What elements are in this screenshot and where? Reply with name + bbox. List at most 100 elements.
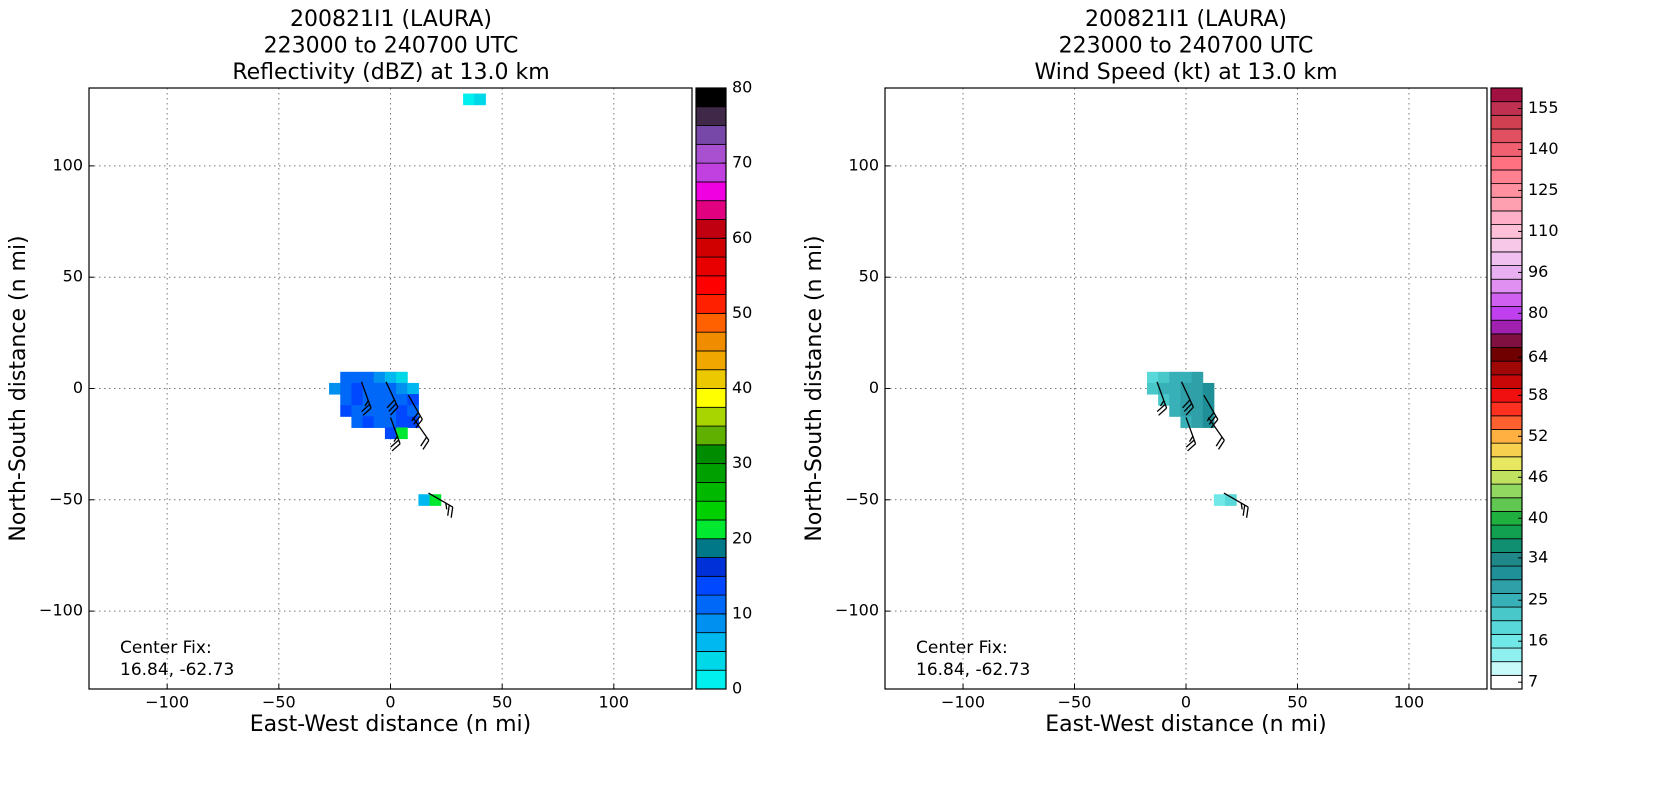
colorbar-box: [1490, 210, 1523, 225]
colorbar-box: [1490, 633, 1523, 649]
colorbar-label: 70: [732, 153, 752, 172]
annotation: 16.84, -62.73: [916, 660, 1030, 680]
wind-barb: [1203, 394, 1219, 429]
colorbar-box: [1490, 538, 1523, 553]
field-cell: [407, 416, 419, 428]
colorbar-box: [1490, 333, 1523, 348]
colorbar-box: [1490, 128, 1523, 144]
colorbar-label: 96: [1528, 262, 1548, 281]
wind-barb: [1185, 417, 1197, 452]
colorbar-box: [695, 369, 727, 389]
colorbar-box: [1490, 196, 1523, 212]
wind-barb: [385, 381, 399, 416]
colorbar-box: [695, 669, 727, 690]
colorbar-label: 110: [1528, 221, 1559, 240]
field-cell: [373, 405, 386, 417]
colorbar-box: [695, 632, 727, 652]
colorbar-box: [1490, 319, 1523, 335]
chart-title: 223000 to 240700 UTC: [264, 34, 519, 59]
colorbar-label: 52: [1528, 426, 1548, 445]
colorbar-box: [695, 538, 727, 558]
field-cell: [351, 371, 364, 384]
field-cell: [384, 371, 397, 384]
colorbar-box: [695, 575, 727, 596]
field-cell: [340, 405, 352, 417]
field-cell: [362, 382, 375, 395]
colorbar-box: [1490, 278, 1523, 294]
field-cell: [340, 371, 352, 384]
colorbar-label: 46: [1528, 467, 1548, 486]
y-tick-label: 100: [52, 155, 83, 174]
colorbar-box: [1490, 497, 1523, 512]
chart-title: 223000 to 240700 UTC: [1059, 34, 1314, 59]
field-cell: [1169, 371, 1181, 384]
colorbar-label: 16: [1528, 631, 1548, 650]
colorbar-box: [1490, 347, 1523, 362]
field-cell: [1180, 382, 1193, 395]
y-axis-label: North-South distance (n mi): [802, 235, 827, 541]
y-axis-label: North-South distance (n mi): [6, 235, 31, 541]
chart-title: Wind Speed (kt) at 13.0 km: [1034, 60, 1337, 85]
colorbar-box: [1490, 360, 1523, 376]
field-cell: [1158, 371, 1170, 384]
field-cell: [1180, 405, 1193, 417]
field-cell: [407, 382, 419, 395]
x-tick-label: −50: [262, 693, 296, 712]
colorbar-label: 34: [1528, 547, 1548, 566]
colorbar-box: [695, 463, 727, 483]
colorbar-box: [695, 444, 727, 465]
colorbar-box: [695, 500, 727, 521]
x-tick-label: −100: [145, 693, 189, 712]
field-cell: [429, 494, 442, 506]
field-cell: [351, 382, 364, 395]
wind-barb: [1180, 381, 1194, 416]
colorbar-label: 50: [732, 303, 752, 322]
colorbar-label: 80: [732, 78, 752, 97]
field-cell: [329, 382, 341, 395]
colorbar-box: [1490, 87, 1523, 103]
annotation: Center Fix:: [120, 638, 212, 658]
colorbar-label: 0: [732, 679, 742, 698]
field-cell: [384, 394, 397, 406]
x-tick-label: 100: [599, 693, 630, 712]
field-cell: [384, 416, 397, 428]
colorbar-box: [695, 388, 727, 408]
wind-barb: [360, 381, 372, 416]
annotation: Center Fix:: [916, 638, 1008, 658]
colorbar-box: [1490, 224, 1523, 239]
field-cell: [396, 405, 408, 417]
colorbar-box: [1490, 511, 1523, 526]
colorbar-box: [695, 162, 727, 183]
colorbar-box: [1490, 101, 1523, 116]
colorbar-box: [695, 312, 727, 333]
field-cell: [1225, 494, 1237, 506]
colorbar-box: [695, 256, 727, 277]
y-tick-label: −50: [845, 489, 879, 508]
colorbar-box: [695, 482, 727, 502]
colorbar-box: [1490, 524, 1523, 540]
field-cell: [396, 371, 408, 384]
colorbar-label: 60: [732, 228, 752, 247]
colorbar-box: [695, 331, 727, 352]
field-cell: [407, 405, 419, 417]
colorbar-label: 40: [1528, 508, 1548, 527]
colorbar-box: [695, 594, 727, 615]
colorbar-box: [695, 406, 727, 427]
colorbar-box: [1490, 415, 1523, 430]
field-cell: [1180, 394, 1193, 406]
field-cell: [418, 494, 431, 506]
field-cell: [362, 416, 375, 428]
colorbar-box: [695, 557, 727, 577]
y-tick-label: 100: [848, 155, 879, 174]
colorbar-label: 58: [1528, 385, 1548, 404]
y-tick-label: −100: [835, 601, 879, 620]
field-cell: [340, 394, 352, 406]
field: [329, 93, 486, 518]
colorbar-box: [695, 519, 727, 540]
colorbar-box: [1490, 237, 1523, 253]
y-tick-label: 0: [73, 378, 83, 397]
field-cell: [373, 371, 386, 384]
plot-frame: [884, 87, 1488, 690]
colorbar-box: [1490, 579, 1523, 594]
